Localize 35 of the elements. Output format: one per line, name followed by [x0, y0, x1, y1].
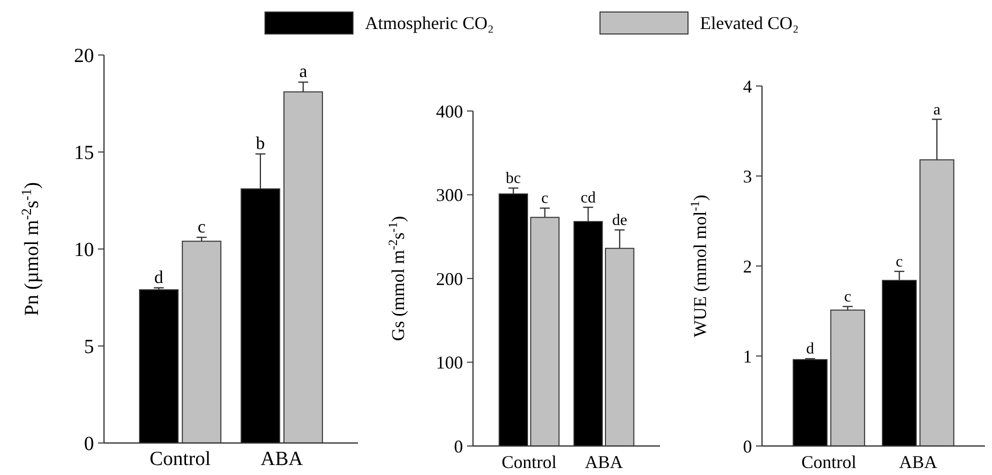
- annotation: b: [256, 132, 265, 153]
- legend-label: Atmospheric CO₂: [365, 13, 494, 33]
- y-tick-label: 4: [743, 76, 752, 96]
- y-tick-label: 200: [436, 268, 463, 289]
- y-tick-label: 300: [436, 185, 463, 206]
- annotation: a: [933, 101, 940, 118]
- x-tick-label: Control: [801, 452, 856, 472]
- x-tick-label: Control: [150, 448, 212, 470]
- y-tick-label: 3: [743, 166, 752, 186]
- annotation: d: [806, 340, 814, 358]
- y-tick-label: 0: [84, 433, 94, 455]
- y-tick-label: 15: [74, 142, 94, 164]
- y-tick-label: 0: [454, 436, 463, 456]
- y-tick-label: 20: [74, 45, 94, 67]
- annotation: de: [612, 212, 628, 229]
- legend-label: Elevated CO₂: [700, 13, 799, 33]
- annotation: bc: [506, 170, 521, 188]
- x-tick-label: ABA: [899, 452, 938, 472]
- x-tick-label: ABA: [260, 448, 304, 470]
- y-tick-label: 1: [743, 346, 752, 366]
- annotation: d: [154, 266, 164, 287]
- y-tick-label: 100: [436, 352, 463, 373]
- x-tick-label: ABA: [584, 452, 623, 472]
- annotation: cd: [580, 189, 596, 206]
- annotation: c: [198, 216, 206, 236]
- x-tick-label: Control: [502, 452, 557, 472]
- y-tick-label: 5: [84, 336, 94, 358]
- annotation: c: [844, 288, 852, 306]
- annotation: a: [299, 61, 308, 82]
- annotation: c: [896, 253, 903, 270]
- y-tick-label: 10: [74, 239, 94, 261]
- y-tick-label: 400: [436, 101, 463, 122]
- annotation: c: [541, 190, 548, 208]
- y-tick-label: 0: [743, 436, 752, 456]
- y-tick-label: 2: [743, 256, 752, 276]
